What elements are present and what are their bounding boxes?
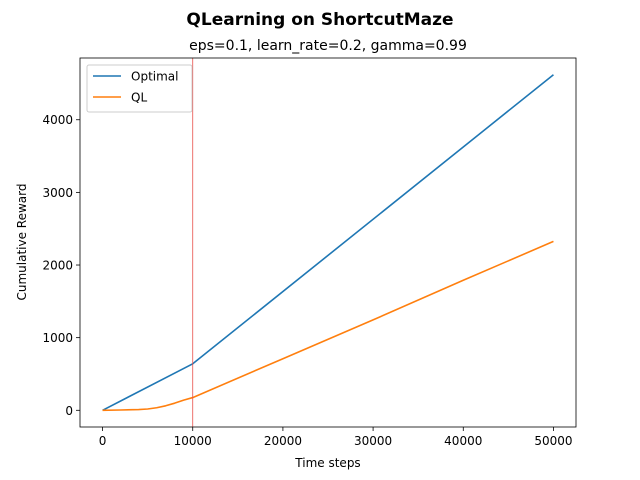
y-tick-label: 4000	[42, 113, 73, 127]
y-tick-label: 0	[65, 404, 73, 418]
plot-area	[80, 58, 576, 427]
series-line-ql	[102, 240, 554, 412]
x-tick-label: 50000	[534, 434, 572, 448]
y-tick-label: 1000	[42, 331, 73, 345]
legend-label-ql: QL	[131, 91, 147, 105]
plot-frame	[79, 57, 577, 428]
chart-subtitle: eps=0.1, learn_rate=0.2, gamma=0.99	[189, 38, 467, 54]
y-axis-label: Cumulative Reward	[15, 184, 29, 301]
x-tick-label: 20000	[264, 434, 302, 448]
chart-title: QLearning on ShortcutMaze	[186, 10, 453, 30]
x-axis-label: Time steps	[294, 456, 360, 470]
y-tick-label: 2000	[42, 259, 73, 273]
y-tick-label: 3000	[42, 186, 73, 200]
y-axis-ticks: 0 1000 2000 3000 4000	[42, 113, 80, 418]
legend: Optimal QL	[86, 64, 193, 113]
x-tick-label: 40000	[444, 434, 482, 448]
legend-label-optimal: Optimal	[131, 70, 178, 84]
x-tick-label: 0	[99, 434, 107, 448]
x-tick-label: 30000	[354, 434, 392, 448]
x-axis-ticks: 0 10000 20000 30000 40000 50000	[99, 427, 573, 448]
x-tick-label: 10000	[174, 434, 212, 448]
